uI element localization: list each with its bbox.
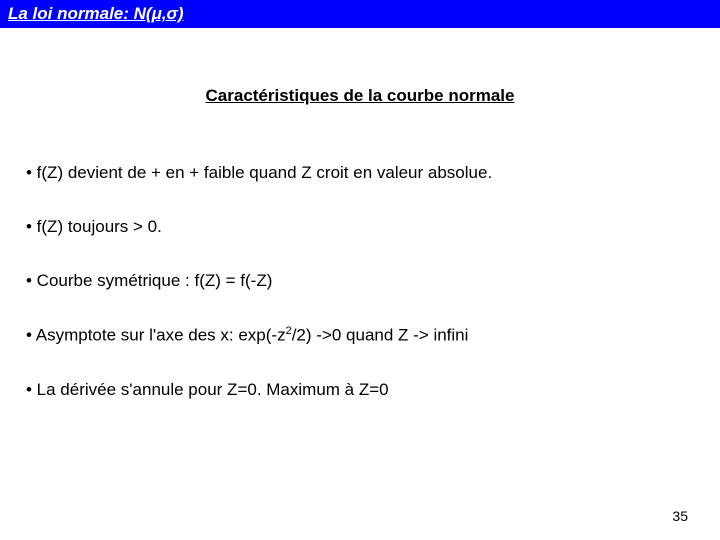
bullet-item: • f(Z) toujours > 0.: [26, 216, 694, 238]
bullet-item: • Courbe symétrique : f(Z) = f(-Z): [26, 270, 694, 292]
bullet-item: • Asymptote sur l'axe des x: exp(-z2/2) …: [26, 324, 694, 347]
bullet-list: • f(Z) devient de + en + faible quand Z …: [0, 162, 720, 401]
header-bar: La loi normale: N(μ,σ): [0, 0, 720, 28]
subtitle: Caractéristiques de la courbe normale: [0, 86, 720, 106]
bullet-text-pre: • Asymptote sur l'axe des x: exp(-z: [26, 326, 286, 345]
bullet-item: • La dérivée s'annule pour Z=0. Maximum …: [26, 379, 694, 401]
page-number: 35: [672, 508, 688, 524]
header-title: La loi normale: N(μ,σ): [8, 4, 184, 24]
bullet-item: • f(Z) devient de + en + faible quand Z …: [26, 162, 694, 184]
bullet-text-post: /2) ->0 quand Z -> infini: [292, 326, 469, 345]
